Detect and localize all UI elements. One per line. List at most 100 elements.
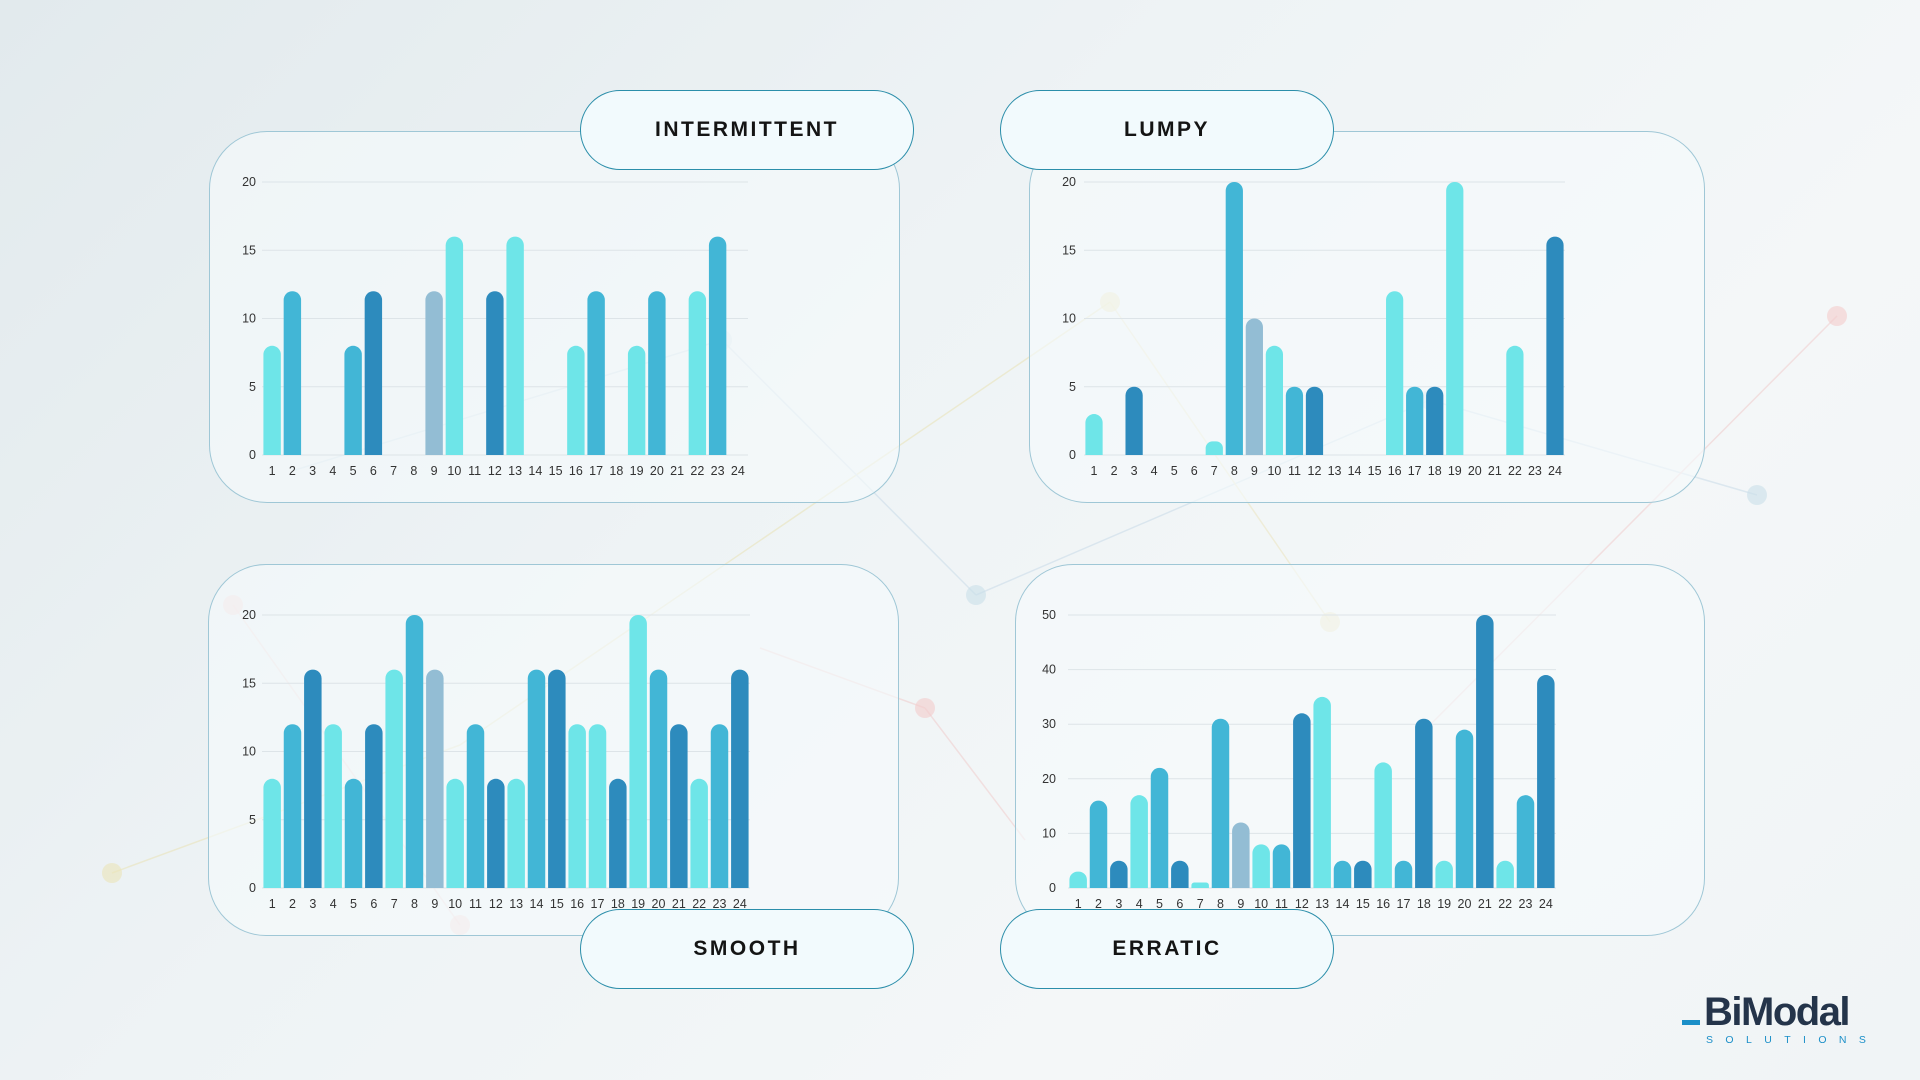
bar	[731, 669, 749, 888]
bar	[445, 236, 464, 455]
x-tick-label: 3	[309, 897, 316, 911]
bar	[1354, 860, 1372, 888]
chart-panel-intermittent: 0 5 10 15 20 1 2 3 4 5 6 7 8 9 10 11 12 13 14 15 16 17 18 19 20 2…	[209, 131, 900, 503]
x-tick-label: 14	[528, 464, 542, 478]
y-tick-label: 0	[1049, 881, 1056, 895]
bar	[1435, 860, 1453, 888]
x-tick-label: 9	[431, 464, 438, 478]
bar	[426, 669, 444, 888]
chart-panel-smooth: 0 5 10 15 20 1 2 3 4 5 6 7 8 9 10 11 12 13 14 15 16 17 18 19 20 2…	[208, 564, 899, 936]
x-tick-label: 7	[1211, 464, 1218, 478]
y-tick-label: 30	[1042, 717, 1056, 731]
x-tick-label: 8	[1231, 464, 1238, 478]
logo-underscore	[1682, 1020, 1700, 1025]
x-tick-label: 12	[489, 897, 503, 911]
bar	[1125, 386, 1143, 455]
bar	[1252, 844, 1270, 888]
bar	[568, 724, 586, 888]
x-tick-label: 2	[289, 897, 296, 911]
x-tick-label: 10	[1254, 897, 1268, 911]
bar	[466, 724, 485, 888]
x-tick-label: 16	[569, 464, 583, 478]
bar	[365, 724, 383, 888]
y-tick-label: 10	[1062, 312, 1076, 326]
bar	[688, 291, 707, 455]
category-label-smooth: SMOOTH	[580, 909, 914, 989]
y-tick-label: 10	[242, 312, 256, 326]
x-tick-label: 19	[630, 464, 644, 478]
x-tick-label: 15	[1368, 464, 1382, 478]
x-tick-label: 6	[1191, 464, 1198, 478]
x-tick-label: 7	[390, 464, 397, 478]
bar	[1546, 236, 1564, 455]
x-tick-label: 21	[1478, 897, 1492, 911]
bar	[1455, 729, 1474, 888]
x-tick-label: 11	[468, 464, 481, 478]
bar	[587, 291, 605, 455]
bar	[1285, 386, 1304, 455]
x-tick-label: 9	[1251, 464, 1258, 478]
x-tick-label: 17	[1397, 897, 1411, 911]
bar	[487, 778, 505, 888]
x-tick-label: 8	[411, 897, 418, 911]
bar	[1069, 871, 1087, 888]
x-tick-label: 13	[1315, 897, 1329, 911]
x-tick-label: 5	[1156, 897, 1163, 911]
x-tick-label: 23	[1528, 464, 1542, 478]
x-tick-label: 17	[591, 897, 605, 911]
bar	[283, 291, 302, 455]
x-tick-label: 8	[410, 464, 417, 478]
x-tick-label: 6	[370, 897, 377, 911]
bar	[1516, 795, 1535, 888]
x-tick-label: 3	[1131, 464, 1138, 478]
x-tick-label: 4	[1151, 464, 1158, 478]
bar	[344, 778, 363, 888]
x-tick-label: 22	[1498, 897, 1512, 911]
bar	[1386, 291, 1404, 455]
bar	[1232, 822, 1250, 888]
x-tick-label: 23	[711, 464, 725, 478]
x-tick-label: 19	[1437, 897, 1451, 911]
category-label-intermittent: INTERMITTENT	[580, 90, 914, 170]
x-tick-label: 2	[1095, 897, 1102, 911]
x-tick-label: 4	[1136, 897, 1143, 911]
x-tick-label: 18	[1428, 464, 1442, 478]
bar	[1333, 860, 1352, 888]
bar	[1537, 675, 1555, 888]
x-tick-label: 1	[1091, 464, 1098, 478]
bar	[425, 291, 443, 455]
bar	[1225, 182, 1243, 455]
bar	[1415, 718, 1433, 888]
x-tick-label: 10	[448, 897, 462, 911]
y-tick-label: 15	[242, 243, 256, 257]
x-tick-label: 5	[1171, 464, 1178, 478]
x-tick-label: 7	[391, 897, 398, 911]
bar	[506, 236, 524, 455]
bar	[507, 778, 525, 888]
x-tick-label: 4	[330, 897, 337, 911]
logo-wordmark: BiModal	[1704, 990, 1851, 1034]
bar	[1313, 696, 1331, 888]
bar	[1085, 414, 1103, 455]
x-tick-label: 19	[1448, 464, 1462, 478]
bar	[304, 669, 322, 888]
bar	[648, 291, 666, 455]
bar	[649, 669, 668, 888]
x-tick-label: 21	[672, 897, 686, 911]
bar	[1245, 318, 1263, 455]
x-tick-label: 11	[1275, 897, 1288, 911]
bar	[1305, 386, 1324, 455]
x-tick-label: 18	[609, 464, 623, 478]
x-tick-label: 16	[1388, 464, 1402, 478]
bar	[1476, 615, 1494, 888]
x-tick-label: 12	[488, 464, 502, 478]
x-tick-label: 3	[1115, 897, 1122, 911]
bar	[609, 778, 627, 888]
x-tick-label: 10	[1267, 464, 1281, 478]
bar	[708, 236, 727, 455]
bimodal-logo: BiModal SOLUTIONS	[1678, 990, 1866, 1050]
x-tick-label: 7	[1197, 897, 1204, 911]
